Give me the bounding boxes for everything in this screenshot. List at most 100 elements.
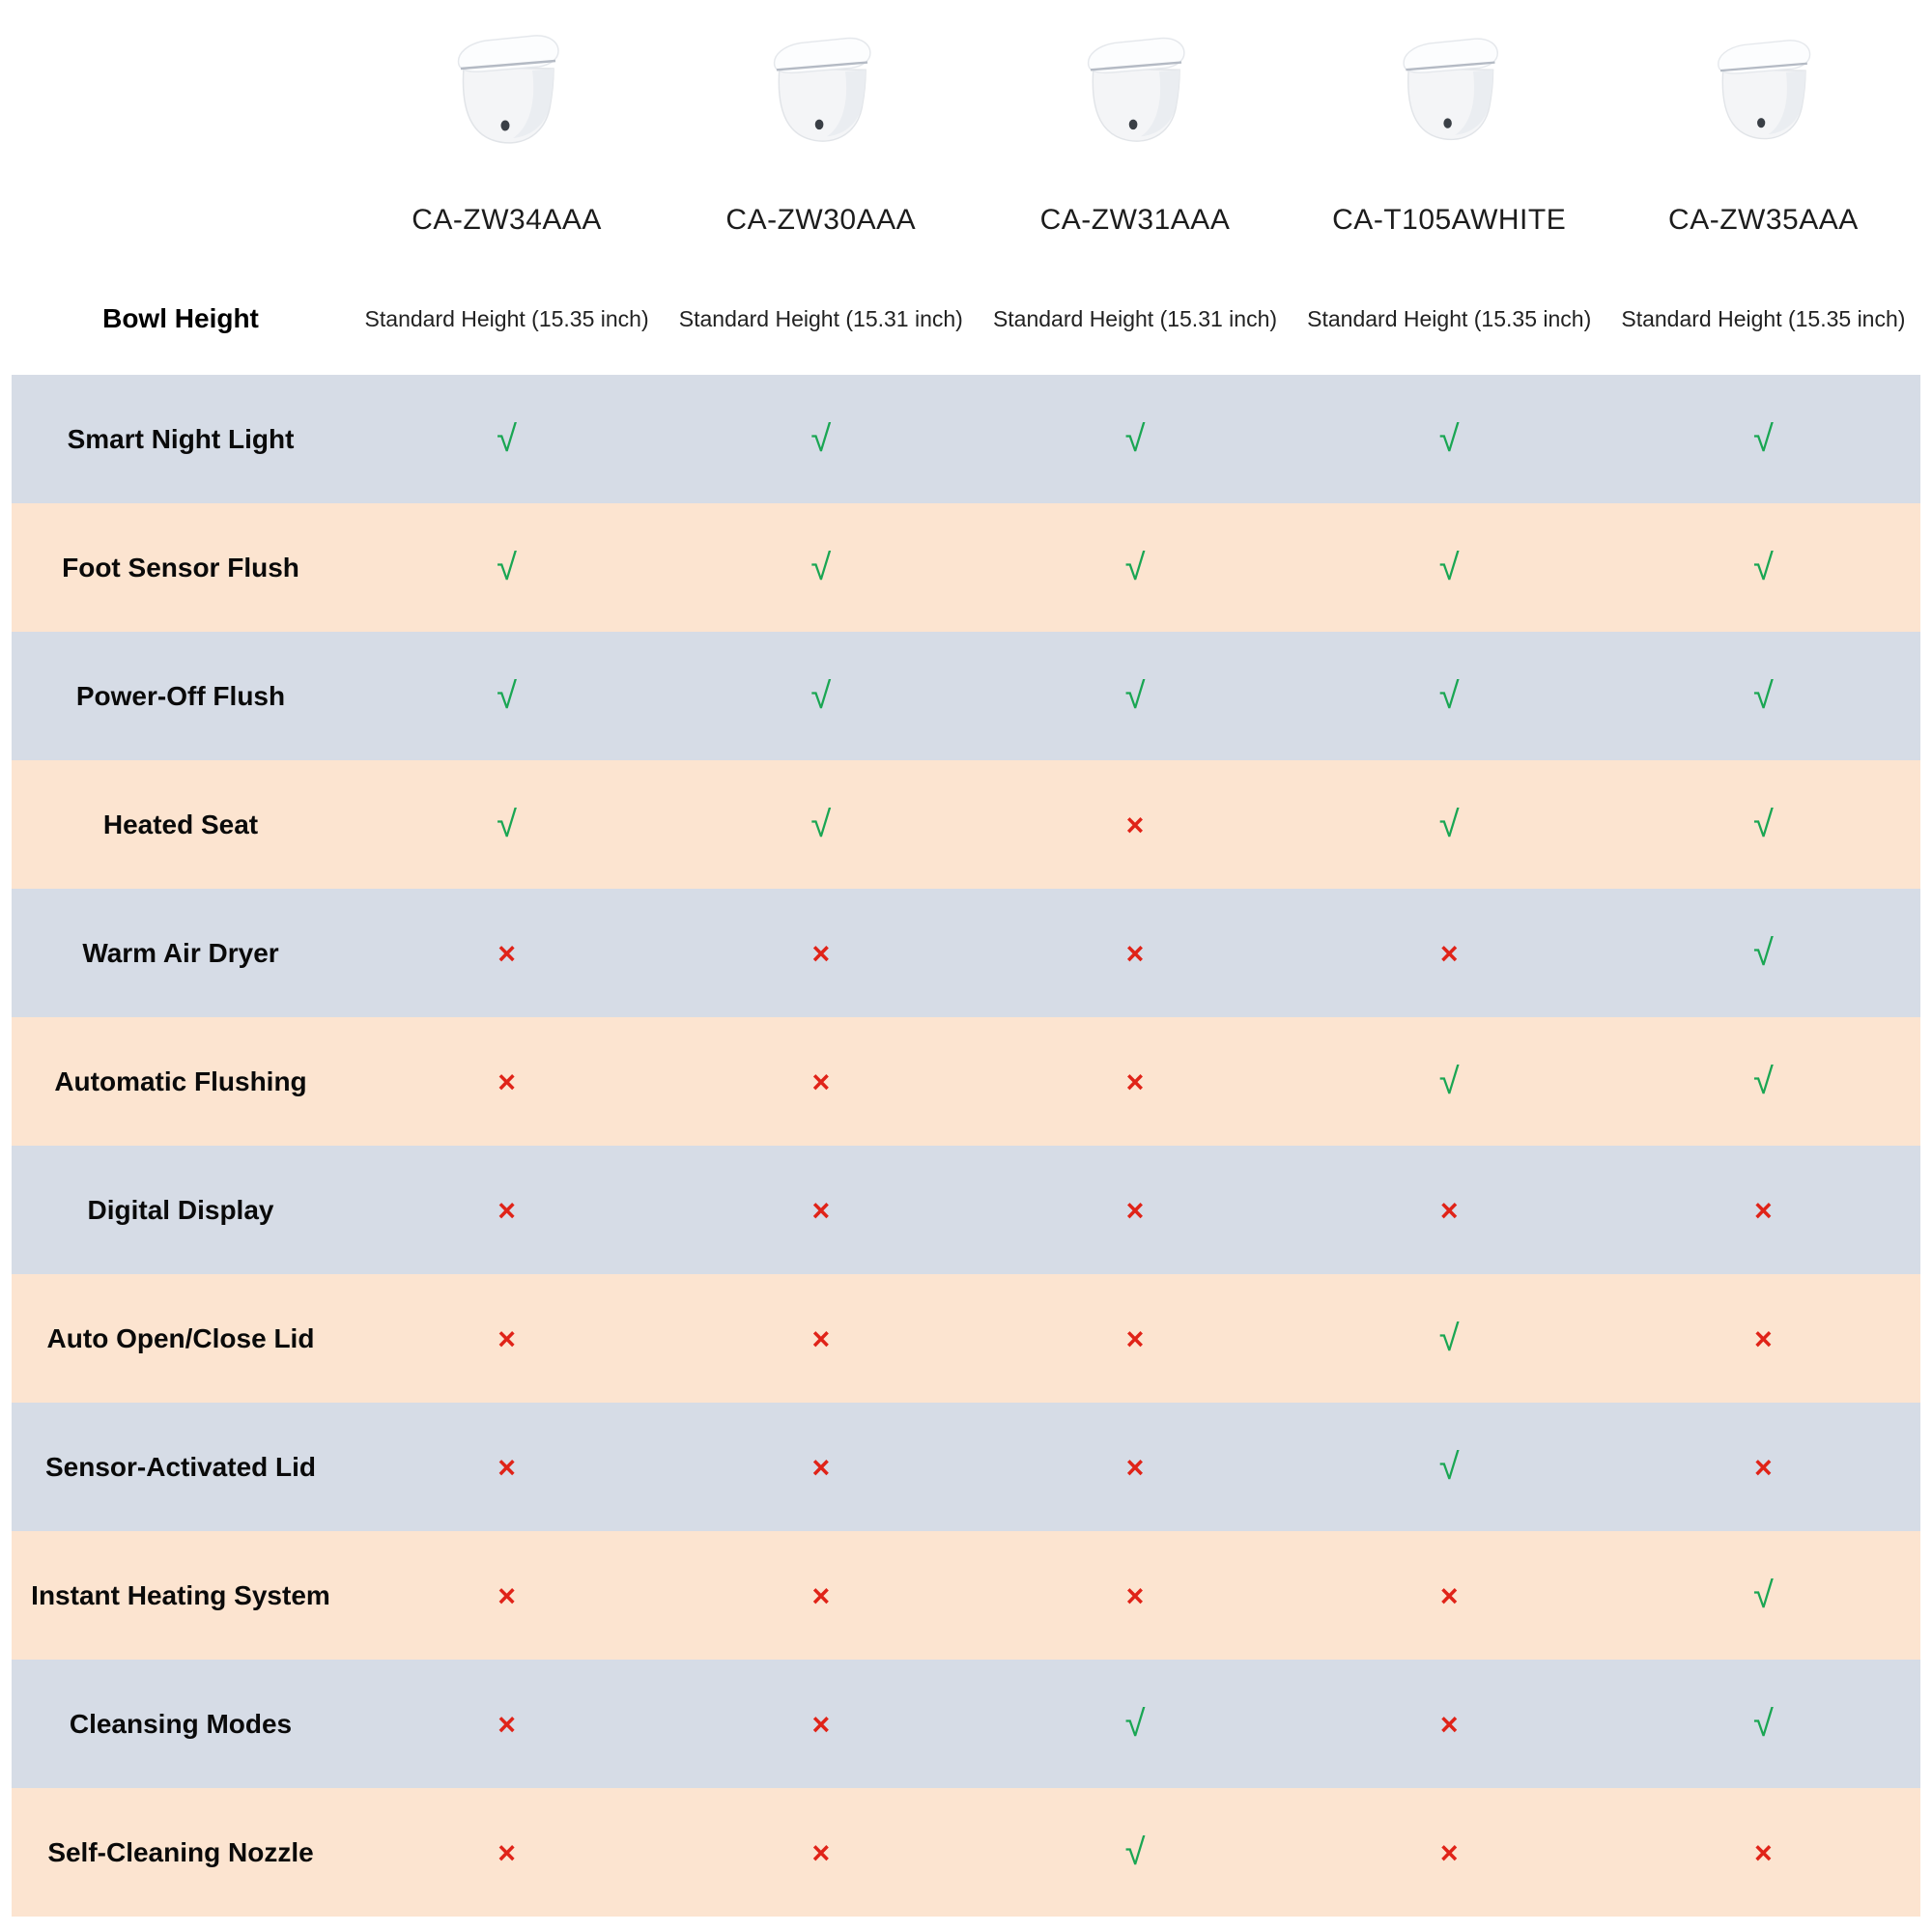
toilet-icon xyxy=(1087,37,1185,142)
feature-row: Cleansing Modes × × √ × √ xyxy=(12,1660,1920,1788)
feature-label: Smart Night Light xyxy=(67,423,295,454)
toilet-icon xyxy=(773,37,871,142)
cross-mark-icon: × xyxy=(497,1706,516,1742)
cross-mark-icon: × xyxy=(497,935,516,971)
product-image xyxy=(664,10,978,164)
check-mark-icon: √ xyxy=(1438,1318,1460,1359)
check-mark-icon: √ xyxy=(1124,547,1146,588)
check-mark-icon: √ xyxy=(1752,1703,1774,1745)
cross-mark-icon: × xyxy=(497,1834,516,1870)
feature-label: Power-Off Flush xyxy=(75,680,286,711)
check-mark-icon: √ xyxy=(1438,675,1460,717)
check-mark-icon: √ xyxy=(1752,1575,1774,1616)
cross-mark-icon: × xyxy=(811,1192,831,1228)
product-model: CA-ZW34AAA xyxy=(412,204,602,236)
bowl-height-value: Standard Height (15.31 inch) xyxy=(992,305,1278,331)
header-spacer xyxy=(12,191,350,249)
feature-row: Power-Off Flush √ √ √ √ √ xyxy=(12,632,1920,760)
bowl-height-value: Standard Height (15.35 inch) xyxy=(1307,305,1592,331)
feature-label: Auto Open/Close Lid xyxy=(46,1322,315,1353)
cross-mark-icon: × xyxy=(1439,935,1459,971)
cross-mark-icon: × xyxy=(1125,1449,1145,1485)
comparison-table: Smart Night Light √ √ √ √ √ Foot Sensor Flush √… xyxy=(12,375,1920,1917)
check-mark-icon: √ xyxy=(1752,675,1774,717)
products-row xyxy=(12,0,1920,164)
cross-mark-icon: × xyxy=(1439,1706,1459,1742)
feature-label: Digital Display xyxy=(87,1194,274,1225)
feature-label: Automatic Flushing xyxy=(54,1065,307,1096)
check-mark-icon: √ xyxy=(1124,418,1146,460)
feature-row: Heated Seat √ √ × √ √ xyxy=(12,760,1920,889)
check-mark-icon: √ xyxy=(1438,418,1460,460)
cross-mark-icon: × xyxy=(1754,1192,1773,1228)
model-names-row: CA-ZW34AAA CA-ZW30AAA CA-ZW31AAA CA-T105AWH… xyxy=(12,191,1920,249)
check-mark-icon: √ xyxy=(1438,804,1460,845)
check-mark-icon: √ xyxy=(1124,1703,1146,1745)
check-mark-icon: √ xyxy=(810,804,832,845)
cross-mark-icon: × xyxy=(497,1064,516,1099)
toilet-icon xyxy=(457,35,559,144)
feature-label: Heated Seat xyxy=(102,809,259,839)
product-model: CA-T105AWHITE xyxy=(1332,204,1567,236)
cross-mark-icon: × xyxy=(1754,1449,1773,1485)
product-model: CA-ZW35AAA xyxy=(1668,204,1859,236)
cross-mark-icon: × xyxy=(1125,807,1145,842)
feature-label: Foot Sensor Flush xyxy=(62,552,299,582)
check-mark-icon: √ xyxy=(1752,418,1774,460)
feature-label: Warm Air Dryer xyxy=(82,937,279,968)
cross-mark-icon: × xyxy=(1439,1834,1459,1870)
feature-row: Sensor-Activated Lid × × × √ × xyxy=(12,1403,1920,1531)
bowl-height-value: Standard Height (15.31 inch) xyxy=(678,305,963,331)
check-mark-icon: √ xyxy=(497,418,518,460)
cross-mark-icon: × xyxy=(1439,1577,1459,1613)
feature-label: Sensor-Activated Lid xyxy=(44,1451,317,1482)
header-spacer xyxy=(12,10,350,164)
product-model: CA-ZW31AAA xyxy=(1039,204,1231,236)
check-mark-icon: √ xyxy=(497,675,518,717)
cross-mark-icon: × xyxy=(1439,1192,1459,1228)
feature-row: Auto Open/Close Lid × × × √ × xyxy=(12,1274,1920,1403)
cross-mark-icon: × xyxy=(1125,1064,1145,1099)
check-mark-icon: √ xyxy=(810,675,832,717)
check-mark-icon: √ xyxy=(1752,932,1774,974)
check-mark-icon: √ xyxy=(1438,547,1460,588)
cross-mark-icon: × xyxy=(1125,1321,1145,1356)
product-image xyxy=(350,10,664,164)
toilet-icon xyxy=(1718,39,1811,139)
cross-mark-icon: × xyxy=(811,1064,831,1099)
feature-label: Cleansing Modes xyxy=(69,1708,293,1739)
check-mark-icon: √ xyxy=(1752,547,1774,588)
feature-row: Digital Display × × × × × xyxy=(12,1146,1920,1274)
bowl-height-value: Standard Height (15.35 inch) xyxy=(364,305,649,331)
cross-mark-icon: × xyxy=(811,1706,831,1742)
toilet-icon xyxy=(1403,38,1498,141)
check-mark-icon: √ xyxy=(1752,1061,1774,1102)
cross-mark-icon: × xyxy=(811,1834,831,1870)
cross-mark-icon: × xyxy=(497,1192,516,1228)
cross-mark-icon: × xyxy=(811,1321,831,1356)
bowl-height-row: Bowl Height Standard Height (15.35 inch)… xyxy=(12,290,1920,348)
check-mark-icon: √ xyxy=(497,547,518,588)
feature-row: Automatic Flushing × × × √ √ xyxy=(12,1017,1920,1146)
feature-row: Foot Sensor Flush √ √ √ √ √ xyxy=(12,503,1920,632)
feature-row: Smart Night Light √ √ √ √ √ xyxy=(12,375,1920,503)
bowl-height-value: Standard Height (15.35 inch) xyxy=(1621,305,1906,331)
cross-mark-icon: × xyxy=(1125,1192,1145,1228)
check-mark-icon: √ xyxy=(1124,1832,1146,1873)
check-mark-icon: √ xyxy=(810,547,832,588)
check-mark-icon: √ xyxy=(810,418,832,460)
check-mark-icon: √ xyxy=(497,804,518,845)
product-image xyxy=(1293,10,1606,164)
cross-mark-icon: × xyxy=(811,935,831,971)
check-mark-icon: √ xyxy=(1438,1446,1460,1488)
product-image xyxy=(978,10,1292,164)
cross-mark-icon: × xyxy=(1125,935,1145,971)
cross-mark-icon: × xyxy=(497,1577,516,1613)
feature-row: Instant Heating System × × × × √ xyxy=(12,1531,1920,1660)
bowl-height-label: Bowl Height xyxy=(102,303,259,333)
cross-mark-icon: × xyxy=(497,1449,516,1485)
cross-mark-icon: × xyxy=(1125,1577,1145,1613)
feature-label: Self-Cleaning Nozzle xyxy=(47,1836,314,1867)
feature-label: Instant Heating System xyxy=(31,1579,330,1610)
